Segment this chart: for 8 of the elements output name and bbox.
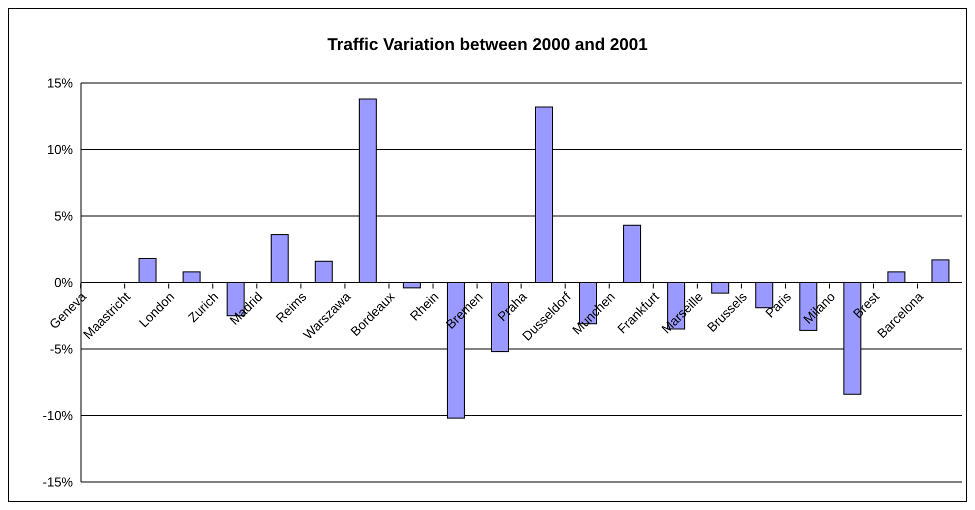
y-tick-label: -15% <box>42 474 74 490</box>
y-tick-label: -5% <box>50 342 74 357</box>
y-tick-label: -10% <box>42 408 74 424</box>
y-tick-label: 15% <box>46 76 74 91</box>
chart-title: Traffic Variation between 2000 and 2001 <box>326 35 649 55</box>
y-tick-label: 5% <box>54 208 74 224</box>
y-tick-label: 0% <box>54 275 74 290</box>
y-tick-label: 10% <box>46 142 74 158</box>
